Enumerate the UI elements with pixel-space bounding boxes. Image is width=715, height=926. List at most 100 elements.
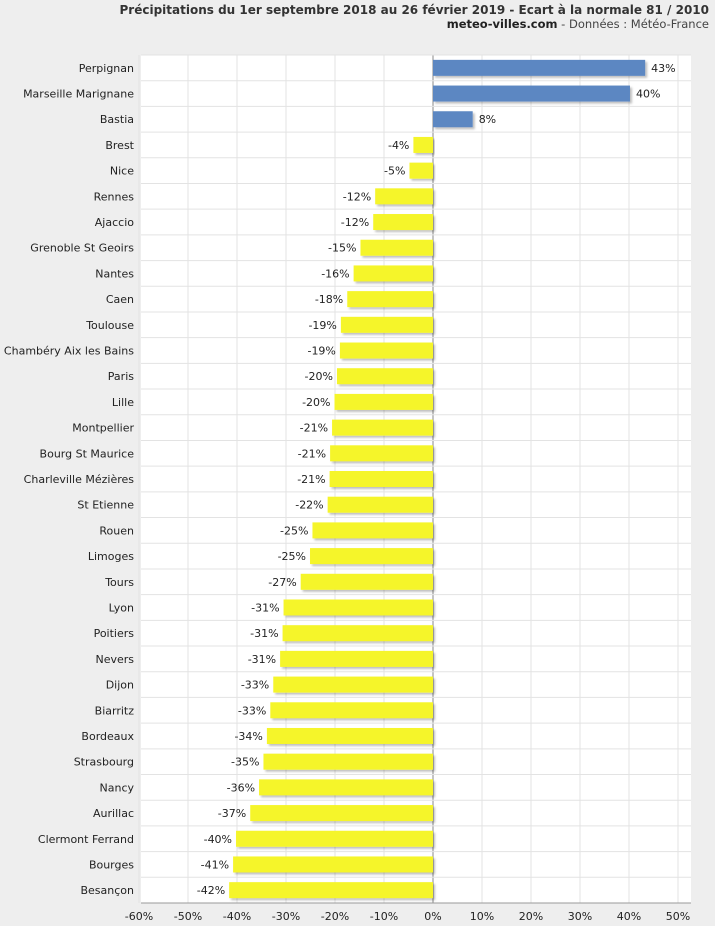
value-labels: 43% 40% 8% -4% -5% -12% -12% -15% -16% -18% -19% -1… bbox=[197, 62, 676, 897]
value-label: -15% bbox=[328, 242, 356, 255]
category-label: Nevers bbox=[95, 653, 134, 666]
bar bbox=[312, 522, 433, 539]
x-tick-label: 40% bbox=[617, 910, 641, 923]
bar bbox=[409, 162, 433, 179]
value-label: -25% bbox=[280, 524, 308, 537]
category-label: St Etienne bbox=[77, 499, 134, 512]
bar bbox=[340, 316, 433, 333]
category-label: Bourges bbox=[89, 858, 134, 871]
category-labels: Perpignan Marseille Marignane Bastia Brest N… bbox=[4, 62, 135, 897]
bar bbox=[259, 779, 433, 796]
x-tick-label: -40% bbox=[223, 910, 251, 923]
bar bbox=[310, 548, 433, 565]
value-label: -12% bbox=[341, 216, 369, 229]
bar bbox=[360, 239, 433, 256]
category-label: Nancy bbox=[100, 781, 135, 794]
bar bbox=[336, 368, 433, 385]
category-label: Marseille Marignane bbox=[23, 88, 134, 101]
value-label: -19% bbox=[308, 319, 336, 332]
category-label: Biarritz bbox=[95, 704, 135, 717]
value-label: -27% bbox=[268, 576, 296, 589]
bar bbox=[327, 496, 433, 513]
value-label: -40% bbox=[204, 833, 232, 846]
category-label: Lille bbox=[112, 396, 134, 409]
value-label: -36% bbox=[227, 781, 255, 794]
x-tick-label: -10% bbox=[370, 910, 398, 923]
bar bbox=[266, 727, 433, 744]
value-label: -34% bbox=[234, 730, 262, 743]
category-label: Perpignan bbox=[79, 62, 134, 75]
value-label: -18% bbox=[315, 293, 343, 306]
category-label: Rennes bbox=[94, 190, 135, 203]
category-label: Besançon bbox=[80, 884, 134, 897]
category-label: Aurillac bbox=[93, 807, 134, 820]
value-label: -20% bbox=[302, 396, 330, 409]
value-label: 43% bbox=[651, 62, 675, 75]
x-tick-label: -50% bbox=[174, 910, 202, 923]
site-name: meteo-villes.com bbox=[446, 17, 558, 31]
value-label: -22% bbox=[295, 499, 323, 512]
bar bbox=[283, 599, 433, 616]
category-label: Lyon bbox=[109, 601, 134, 614]
bar bbox=[375, 188, 433, 205]
x-tick-label: -30% bbox=[272, 910, 300, 923]
bar bbox=[280, 650, 433, 667]
category-label: Bastia bbox=[100, 113, 134, 126]
x-axis-ticks: -60% -50% -40% -30% -20% -10% 0% 10% 20% 30% 40% 50… bbox=[125, 910, 690, 923]
category-label: Dijon bbox=[106, 679, 134, 692]
x-tick-label: -60% bbox=[125, 910, 153, 923]
value-label: -25% bbox=[278, 550, 306, 563]
value-label: -37% bbox=[218, 807, 246, 820]
bars bbox=[229, 59, 646, 899]
bar bbox=[330, 445, 433, 462]
value-label: -33% bbox=[241, 679, 269, 692]
bar bbox=[433, 59, 646, 76]
x-tick-label: 30% bbox=[568, 910, 592, 923]
bar bbox=[236, 830, 433, 847]
value-label: -42% bbox=[197, 884, 225, 897]
bar bbox=[300, 573, 433, 590]
chart-title: Précipitations du 1er septembre 2018 au … bbox=[119, 3, 709, 17]
bar bbox=[334, 393, 433, 410]
category-label: Nantes bbox=[95, 267, 134, 280]
bar bbox=[263, 753, 433, 770]
category-label: Toulouse bbox=[85, 319, 134, 332]
category-label: Bordeaux bbox=[81, 730, 134, 743]
x-tick-label: -20% bbox=[321, 910, 349, 923]
x-tick-label: 50% bbox=[666, 910, 690, 923]
category-label: Clermont Ferrand bbox=[38, 833, 134, 846]
value-label: -21% bbox=[298, 447, 326, 460]
value-label: -16% bbox=[321, 267, 349, 280]
value-label: -33% bbox=[238, 704, 266, 717]
value-label: -12% bbox=[343, 190, 371, 203]
bar bbox=[229, 882, 433, 899]
category-label: Paris bbox=[108, 370, 134, 383]
bar bbox=[353, 265, 433, 282]
value-label: -21% bbox=[300, 422, 328, 435]
category-label: Strasbourg bbox=[74, 756, 134, 769]
value-label: -35% bbox=[231, 756, 259, 769]
category-label: Nice bbox=[110, 165, 134, 178]
category-label: Charleville Mézières bbox=[24, 473, 135, 486]
bar bbox=[373, 214, 433, 231]
bar bbox=[273, 676, 433, 693]
bar bbox=[433, 85, 630, 102]
bar bbox=[339, 342, 433, 359]
value-label: -20% bbox=[305, 370, 333, 383]
x-tick-label: 10% bbox=[470, 910, 494, 923]
category-label: Chambéry Aix les Bains bbox=[4, 345, 134, 358]
value-label: -19% bbox=[307, 345, 335, 358]
value-label: -41% bbox=[201, 858, 229, 871]
category-label: Bourg St Maurice bbox=[40, 447, 135, 460]
bar bbox=[233, 856, 433, 873]
value-label: -5% bbox=[384, 165, 405, 178]
bar bbox=[282, 625, 433, 642]
bar bbox=[270, 702, 433, 719]
category-label: Limoges bbox=[88, 550, 134, 563]
value-label: -21% bbox=[297, 473, 325, 486]
value-label: -31% bbox=[250, 627, 278, 640]
value-label: -31% bbox=[248, 653, 276, 666]
category-label: Caen bbox=[106, 293, 134, 306]
bar bbox=[433, 111, 473, 128]
